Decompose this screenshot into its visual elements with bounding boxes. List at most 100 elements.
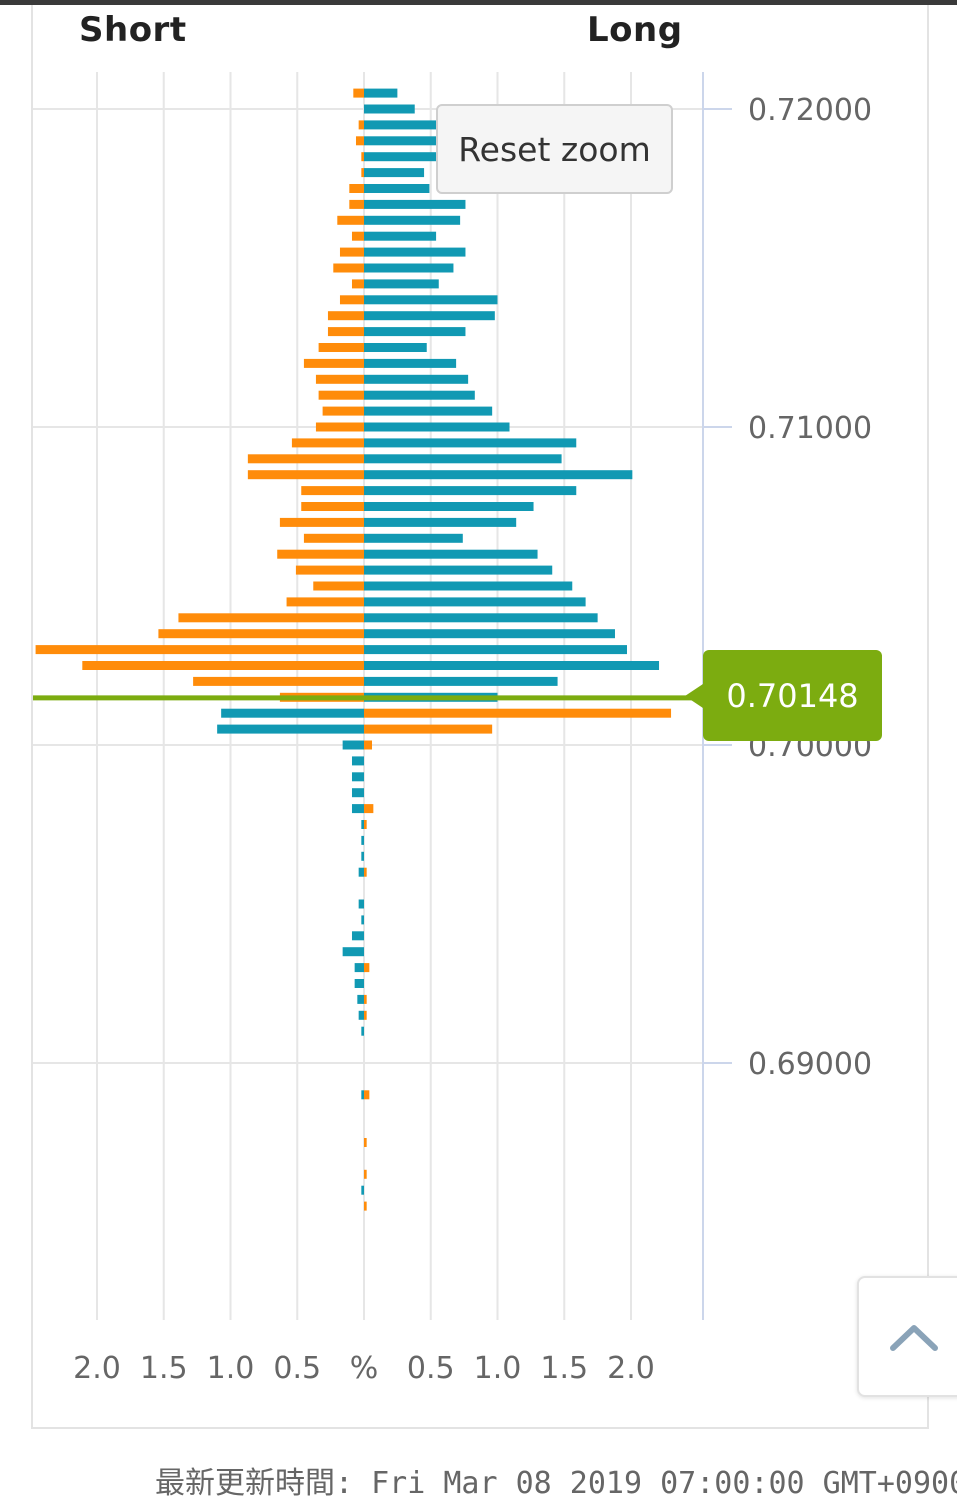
short-bar xyxy=(364,963,370,973)
short-bar xyxy=(339,295,364,305)
short-bar xyxy=(364,1201,367,1211)
short-bar xyxy=(313,581,364,591)
long-bar xyxy=(364,311,495,321)
short-bar xyxy=(353,88,364,98)
short-bar xyxy=(364,804,374,814)
chevron-up-icon xyxy=(890,1325,938,1351)
long-bar xyxy=(364,470,633,480)
long-bar xyxy=(364,581,573,591)
long-bar xyxy=(351,772,364,782)
short-bar xyxy=(301,502,364,511)
long-bar xyxy=(361,1026,364,1036)
long-bar xyxy=(364,358,457,368)
x-tick-label: 0.5 xyxy=(273,1351,321,1386)
top-border xyxy=(0,0,957,5)
short-bar xyxy=(364,724,493,734)
short-bar xyxy=(303,533,364,543)
x-axis-unit-label: % xyxy=(350,1351,379,1386)
long-bar xyxy=(361,1090,364,1100)
short-bar xyxy=(327,311,364,321)
short-bar xyxy=(286,597,364,607)
long-bar xyxy=(358,899,364,909)
short-bar xyxy=(247,470,364,480)
short-bar xyxy=(318,390,364,400)
short-bar xyxy=(364,1138,367,1147)
current-price-tag: 0.70148 xyxy=(685,650,882,741)
long-bar xyxy=(358,867,364,877)
long-bar xyxy=(364,454,562,464)
short-bar xyxy=(358,120,364,130)
long-bar xyxy=(361,1185,364,1195)
short-bar xyxy=(277,549,364,559)
long-bar xyxy=(364,199,466,209)
short-bar xyxy=(318,343,364,352)
bars-layer xyxy=(35,88,672,1211)
long-bar xyxy=(364,597,586,607)
long-bar xyxy=(357,994,364,1004)
long-bar xyxy=(364,422,510,432)
long-bar xyxy=(364,406,493,416)
reset-zoom-button[interactable]: Reset zoom xyxy=(436,104,673,194)
short-bar xyxy=(247,454,364,464)
long-bar xyxy=(364,215,461,225)
long-bar xyxy=(364,629,615,639)
long-bar xyxy=(358,1010,364,1020)
y-tick-label: 0.69000 xyxy=(748,1047,872,1082)
long-bar xyxy=(354,979,364,988)
short-bar xyxy=(339,247,364,257)
x-tick-label: 1.5 xyxy=(140,1351,188,1386)
short-bar xyxy=(158,629,364,639)
short-bar xyxy=(355,136,364,146)
short-bar xyxy=(349,184,364,193)
x-tick-label: 1.5 xyxy=(540,1351,588,1386)
long-bar xyxy=(361,915,364,925)
long-bar xyxy=(364,152,438,162)
long-bar xyxy=(364,247,466,257)
x-tick-label: 2.0 xyxy=(607,1351,655,1386)
last-updated-text: 最新更新時間: Fri Mar 08 2019 07:00:00 GMT+090… xyxy=(155,1466,957,1501)
short-bar xyxy=(301,486,364,496)
long-bar xyxy=(361,835,364,845)
short-bar xyxy=(279,517,364,527)
long-bar xyxy=(364,88,398,98)
long-bar xyxy=(364,533,463,543)
long-bar xyxy=(364,184,430,193)
short-bar xyxy=(295,565,364,575)
short-bar xyxy=(364,740,373,750)
long-bar xyxy=(364,120,438,130)
long-bar xyxy=(364,168,425,178)
long-bar xyxy=(351,788,364,798)
long-bar xyxy=(354,963,364,973)
long-bar xyxy=(342,947,364,957)
long-bar xyxy=(364,645,627,655)
long-header: Long xyxy=(587,10,683,50)
long-bar xyxy=(351,931,364,941)
scroll-top-button[interactable] xyxy=(857,1276,957,1397)
short-bar xyxy=(364,1090,370,1100)
long-bar xyxy=(364,104,415,114)
long-bar xyxy=(361,820,364,829)
short-bar xyxy=(351,279,364,289)
long-bar xyxy=(364,390,475,400)
x-tick-label: 1.0 xyxy=(207,1351,255,1386)
long-bar xyxy=(217,724,364,734)
long-bar xyxy=(364,343,427,352)
long-bar xyxy=(364,676,558,686)
long-bar xyxy=(364,549,538,559)
long-bar xyxy=(364,295,498,305)
long-bar xyxy=(364,374,469,384)
short-bar xyxy=(315,374,364,384)
long-bar xyxy=(364,438,577,448)
long-bar xyxy=(364,486,577,496)
short-bar xyxy=(333,263,364,273)
short-bar xyxy=(327,327,364,337)
short-bar xyxy=(178,613,364,623)
long-bar xyxy=(364,565,553,575)
short-bar xyxy=(364,708,672,718)
short-bar xyxy=(35,645,365,655)
short-bar xyxy=(361,152,364,162)
short-bar xyxy=(364,1010,367,1020)
long-bar xyxy=(364,661,660,670)
short-bar xyxy=(364,994,367,1004)
long-bar xyxy=(364,613,598,623)
